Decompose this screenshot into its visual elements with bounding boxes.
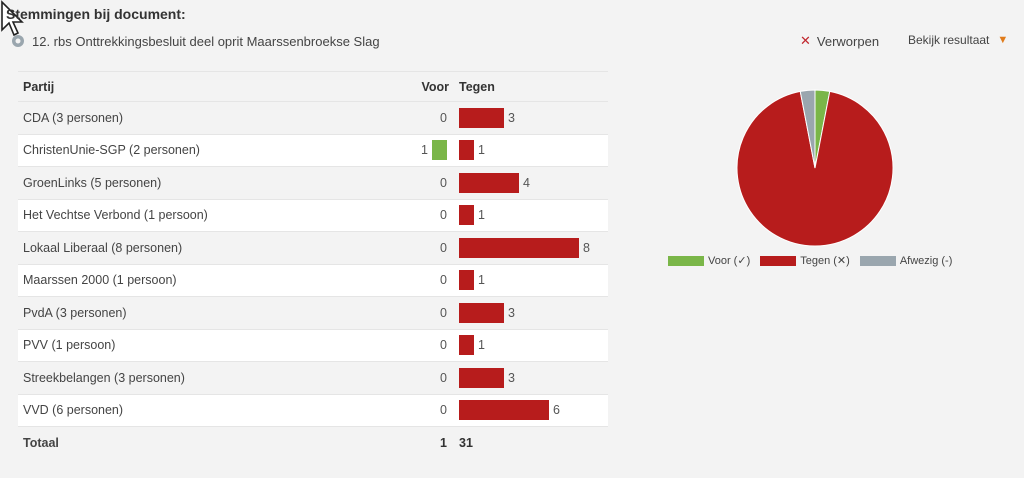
voor-count: 1 [421, 143, 428, 158]
voor-count: 0 [440, 338, 447, 353]
party-name: GroenLinks (5 personen) [18, 166, 293, 199]
tegen-count: 3 [508, 110, 515, 125]
tegen-count: 1 [478, 338, 485, 353]
document-row[interactable]: 12. rbs Onttrekkingsbesluit deel oprit M… [10, 33, 380, 49]
table-row: Streekbelangen (3 personen) 0 3 [18, 361, 608, 394]
table-row: PVV (1 persoon) 0 1 [18, 328, 608, 362]
document-title: 12. rbs Onttrekkingsbesluit deel oprit M… [32, 33, 380, 49]
legend-item: Tegen (✕) [760, 254, 850, 267]
voor-bar [432, 140, 447, 161]
party-name: Maarssen 2000 (1 persoon) [18, 263, 293, 297]
legend-label: Voor (✓) [708, 255, 751, 267]
voor-count: 0 [440, 240, 447, 255]
legend-swatch [760, 255, 797, 266]
tegen-count: 4 [523, 175, 530, 190]
pie-legend: Voor (✓) Tegen (✕) Afwezig (-) [668, 254, 952, 267]
legend-swatch [668, 255, 704, 266]
voor-count: 0 [440, 305, 447, 320]
tegen-bar [459, 335, 474, 356]
legend-label: Tegen (✕) [800, 255, 850, 267]
party-name: PVV (1 persoon) [18, 328, 293, 362]
close-icon: ✕ [800, 33, 811, 48]
party-name: CDA (3 personen) [18, 101, 293, 134]
tegen-bar [459, 205, 474, 226]
bekijk-resultaat-button[interactable]: Bekijk resultaat ▼ [908, 33, 1008, 47]
legend-swatch [859, 255, 896, 266]
tegen-bar [459, 400, 549, 421]
mouse-cursor-icon [1, 0, 24, 37]
tegen-count: 6 [553, 403, 560, 418]
table-row: VVD (6 personen) 0 6 [18, 393, 608, 427]
status-badge: ✕ Verworpen [800, 33, 879, 49]
tegen-bar [459, 367, 504, 388]
voor-count: 0 [440, 273, 447, 288]
total-voor: 1 [440, 436, 447, 450]
table-row: Maarssen 2000 (1 persoon) 0 1 [18, 263, 608, 297]
table-row: PvdA (3 personen) 0 3 [18, 296, 608, 329]
table-row: GroenLinks (5 personen) 0 4 [18, 166, 608, 199]
tegen-bar [459, 270, 474, 291]
party-name: Het Vechtse Verbond (1 persoon) [18, 198, 293, 232]
page-title: Stemmingen bij document: [6, 6, 186, 22]
column-header-voor: Voor [293, 71, 453, 102]
total-row: Totaal 1 31 [18, 426, 608, 459]
tegen-bar [459, 237, 579, 258]
tegen-bar [459, 172, 519, 193]
legend-label: Afwezig (-) [899, 254, 953, 267]
tegen-count: 3 [508, 370, 515, 385]
total-label: Totaal [18, 426, 293, 459]
vote-pie-chart [736, 89, 894, 247]
party-name: Streekbelangen (3 personen) [18, 361, 293, 394]
table-row: ChristenUnie-SGP (2 personen) 1 1 [18, 133, 608, 167]
tegen-count: 8 [583, 240, 590, 255]
voor-count: 0 [440, 175, 447, 190]
votes-table: Partij Voor Tegen CDA (3 personen) 0 3 C… [18, 71, 608, 459]
tegen-count: 1 [478, 208, 485, 223]
voor-count: 0 [440, 208, 447, 223]
chevron-down-icon: ▼ [997, 34, 1009, 46]
total-tegen: 31 [459, 436, 473, 450]
party-name: PvdA (3 personen) [18, 296, 293, 329]
status-label: Verworpen [816, 33, 880, 49]
table-row: Lokaal Liberaal (8 personen) 0 8 [18, 231, 608, 264]
column-header-tegen: Tegen [453, 71, 608, 102]
pie-slice-tegen [736, 90, 894, 247]
tegen-bar [459, 302, 504, 323]
party-name: Lokaal Liberaal (8 personen) [18, 231, 293, 264]
tegen-bar [459, 107, 504, 128]
voor-count: 0 [440, 403, 447, 418]
tegen-count: 3 [508, 305, 515, 320]
party-name: ChristenUnie-SGP (2 personen) [18, 133, 293, 167]
legend-item: Voor (✓) [668, 254, 750, 267]
party-name: VVD (6 personen) [18, 393, 293, 427]
document-icon [12, 35, 24, 47]
voor-count: 0 [440, 110, 447, 125]
table-row: CDA (3 personen) 0 3 [18, 101, 608, 134]
pie-slice-afwezig [799, 89, 816, 169]
legend-item: Afwezig (-) [859, 254, 953, 267]
voor-count: 0 [440, 370, 447, 385]
column-header-party: Partij [18, 71, 293, 102]
table-header-row: Partij Voor Tegen [18, 71, 608, 102]
tegen-count: 1 [478, 143, 485, 158]
tegen-bar [459, 140, 474, 161]
tegen-count: 1 [478, 273, 485, 288]
bekijk-label: Bekijk resultaat [908, 33, 990, 47]
table-row: Het Vechtse Verbond (1 persoon) 0 1 [18, 198, 608, 232]
